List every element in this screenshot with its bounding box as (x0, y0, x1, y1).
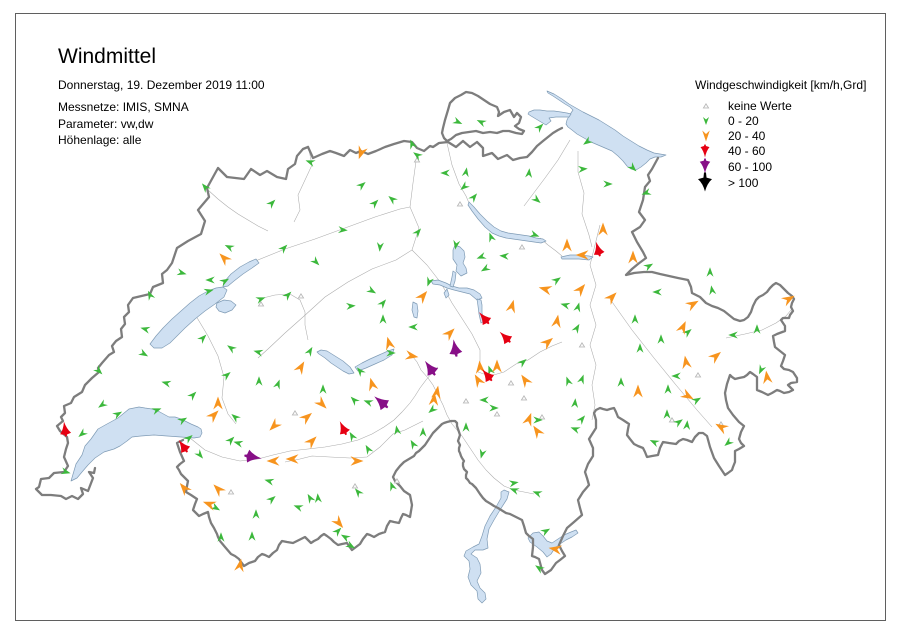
svg-text:20 - 40: 20 - 40 (728, 129, 766, 143)
svg-text:40 - 60: 40 - 60 (728, 144, 766, 158)
svg-text:0 - 20: 0 - 20 (728, 114, 759, 128)
svg-text:Messnetze: IMIS, SMNA: Messnetze: IMIS, SMNA (58, 100, 189, 114)
svg-text:Parameter: vw,dw: Parameter: vw,dw (58, 117, 154, 131)
svg-text:keine Werte: keine Werte (728, 99, 792, 113)
svg-text:Windgeschwindigkeit [km/h,Grd]: Windgeschwindigkeit [km/h,Grd] (695, 78, 866, 92)
svg-text:Höhenlage: alle: Höhenlage: alle (58, 133, 142, 147)
svg-text:> 100: > 100 (728, 176, 759, 190)
svg-text:Windmittel: Windmittel (58, 45, 156, 68)
svg-text:60 - 100: 60 - 100 (728, 160, 772, 174)
svg-text:Donnerstag, 19. Dezember 2019: Donnerstag, 19. Dezember 2019 11:00 (58, 78, 265, 92)
